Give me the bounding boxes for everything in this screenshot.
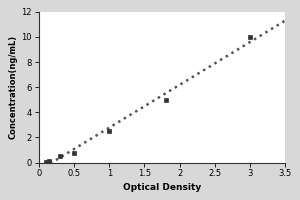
Y-axis label: Concentration(ng/mL): Concentration(ng/mL) xyxy=(8,35,17,139)
X-axis label: Optical Density: Optical Density xyxy=(123,183,201,192)
